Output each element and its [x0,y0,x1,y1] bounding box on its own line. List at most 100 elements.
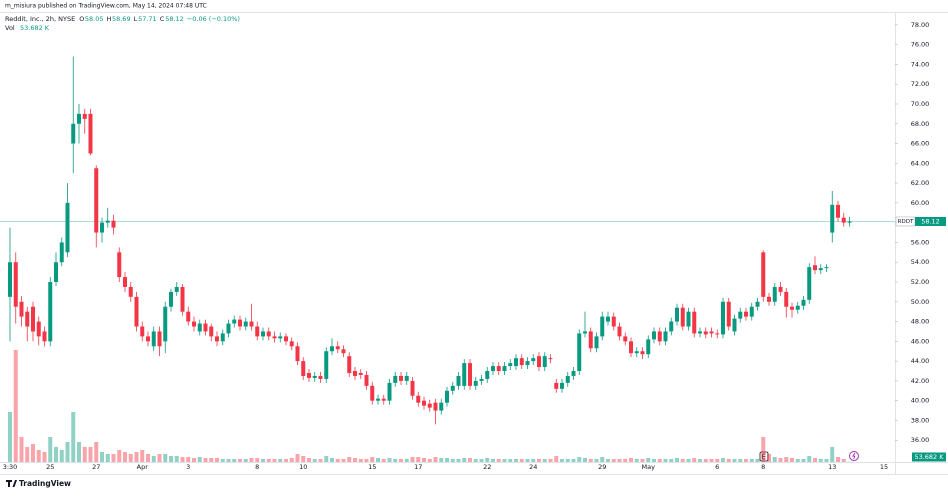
y-tick-label: 72.00 [911,80,930,88]
candle-body [405,376,409,381]
volume-bar [186,457,190,462]
volume-bar [733,459,737,462]
candle-body [273,336,277,338]
volume-bar [77,442,81,462]
volume-bar [376,458,380,462]
candle-body [296,346,300,361]
y-tick-label: 44.00 [911,357,930,365]
volume-bar [830,447,834,462]
candle-body [261,331,265,336]
volume-bar [566,459,570,462]
volume-bar [175,456,179,462]
volume-bar [267,459,271,462]
candle-body [353,371,357,376]
volume-bar [319,459,323,462]
y-tick-label: 48.00 [911,318,930,326]
candle-body [370,386,374,401]
x-tick-label: Apr [137,463,149,471]
y-tick-label: 56.00 [911,238,930,246]
volume-bar [480,459,484,462]
candle-body [658,331,662,341]
candle-body [721,302,725,335]
candle-body [537,356,541,367]
candle-body [227,324,231,334]
legend-value: 57.71 [138,15,157,23]
volume-bar [629,458,633,462]
volume-bar [43,452,47,462]
candle-body [819,268,823,270]
candle-body [324,351,328,379]
candle-body [146,336,150,341]
volume-bar [664,459,668,462]
volume-bar [462,458,466,462]
candle-body [733,319,737,332]
volume-bar [416,457,420,462]
volume-bar [313,459,317,462]
volume-bar [163,454,167,462]
candle-body [738,312,742,319]
candle-body [83,114,87,119]
candle-body [784,292,788,307]
candle-body [727,302,731,327]
volume-bar [773,457,777,462]
candle-body [365,375,369,386]
volume-bar [652,459,656,462]
y-tick-label: 42.00 [911,377,930,385]
candle-body [359,373,363,375]
volume-value: 53.682 K [20,24,50,32]
candle-body [508,363,512,366]
y-tick-label: 68.00 [911,120,930,128]
candle-body [267,331,271,336]
volume-bar [365,459,369,462]
volume-bar [612,459,616,462]
candle-body [635,351,639,353]
volume-bar [675,458,679,462]
volume-bar [261,459,265,462]
x-tick-label: 22 [483,463,491,471]
candle-body [89,114,93,154]
candle-body [802,300,806,306]
candle-body [641,351,645,354]
candle-body [796,306,800,310]
legend-key: L [134,15,138,23]
candle-body [158,331,162,346]
volume-bar [123,452,127,462]
candle-body [825,267,829,268]
candle-body [830,205,834,233]
volume-bar [606,459,610,462]
x-tick-label: 3 [186,463,190,471]
volume-bar [71,412,75,462]
candle-body [589,331,593,348]
volume-bar [347,457,351,462]
candle-body [773,287,777,302]
candle-body [756,302,760,307]
candle-body [60,242,64,262]
candle-body [669,322,673,332]
volume-bar [330,458,334,462]
candle-body [186,312,190,322]
candle-body [434,403,438,411]
candle-body [255,327,259,337]
volume-bar [158,454,162,462]
volume-bar [94,442,98,462]
volume-bar [825,459,829,462]
volume-bar [232,459,236,462]
candle-body [491,366,495,371]
volume-bar [244,459,248,462]
legend-key: H [106,15,111,23]
y-tick-label: 62.00 [911,179,930,187]
volume-bar [600,457,604,462]
candle-body [646,339,650,354]
volume-bar [589,459,593,462]
volume-bar [687,459,691,462]
volume-bar [284,459,288,462]
y-tick-label: 38.00 [911,416,930,424]
candle-body [790,307,794,310]
candle-body [106,221,110,223]
candle-body [175,287,179,292]
candle-body [514,358,518,366]
candle-body [451,386,455,391]
candle-body [135,297,139,327]
volume-bar [698,459,702,462]
volume-bar [520,459,524,462]
